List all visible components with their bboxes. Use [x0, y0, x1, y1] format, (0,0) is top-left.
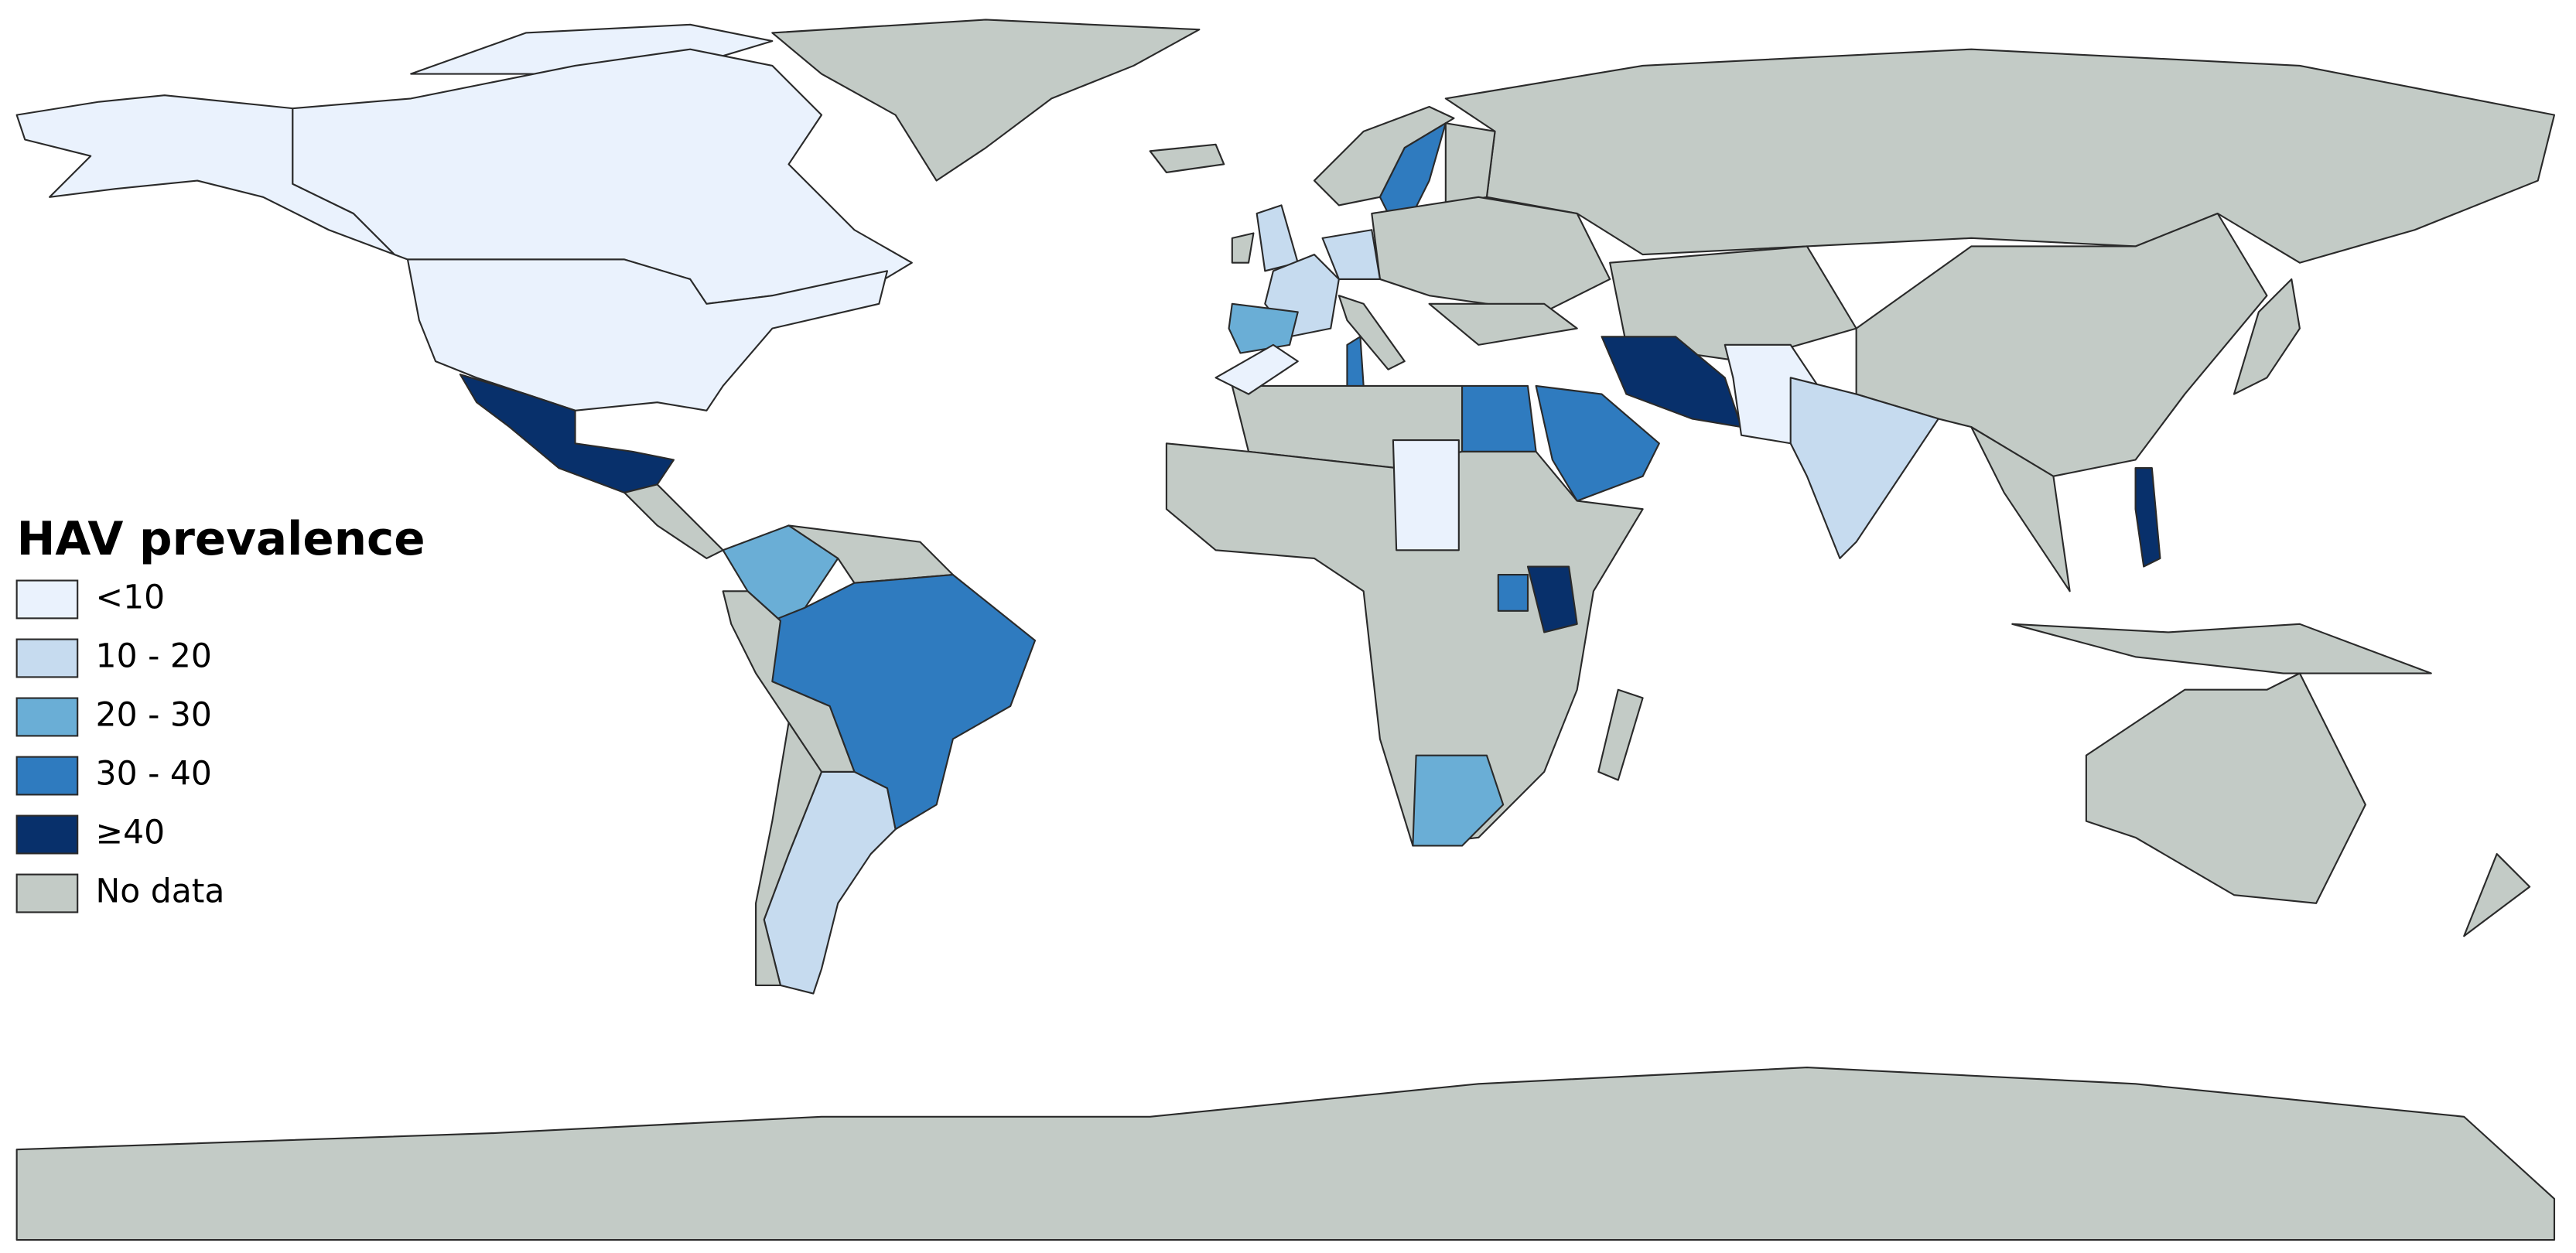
japan — [2233, 278, 2301, 395]
uganda — [1497, 574, 1529, 612]
central-asia — [1609, 245, 1857, 363]
spain — [1228, 302, 1299, 354]
australia — [2085, 672, 2366, 904]
madagascar — [1597, 688, 1644, 781]
southeast-asia — [1970, 425, 2071, 592]
philippines — [2134, 467, 2161, 568]
greenland — [771, 19, 1201, 182]
legend-label: 20 - 30 — [96, 696, 212, 734]
legend-label: <10 — [96, 579, 166, 616]
saudi-arabia — [1535, 384, 1660, 502]
legend-title: HAV prevalence — [17, 513, 425, 566]
south-africa — [1412, 754, 1505, 847]
italy — [1338, 295, 1406, 370]
legend-swatch — [15, 814, 79, 855]
legend-swatch — [15, 873, 79, 913]
central-america — [624, 483, 724, 559]
morocco — [1215, 343, 1299, 395]
antarctica — [15, 1067, 2556, 1241]
legend-label: 10 - 20 — [96, 637, 212, 675]
legend-label: ≥40 — [96, 814, 166, 852]
legend-label: 30 - 40 — [96, 755, 212, 793]
ireland — [1231, 232, 1255, 264]
legend-label: No data — [96, 873, 225, 911]
usa — [406, 258, 889, 411]
legend-swatch — [15, 579, 79, 620]
germany — [1321, 229, 1381, 281]
countries — [15, 19, 2556, 1241]
eastern-europe — [1371, 196, 1611, 313]
legend-swatch — [15, 756, 79, 796]
legend-swatch — [15, 697, 79, 737]
india — [1789, 377, 1939, 559]
chile — [755, 722, 823, 986]
egypt — [1461, 384, 1537, 452]
legend-swatch — [15, 638, 79, 678]
turkey — [1428, 302, 1578, 346]
new-zealand — [2463, 853, 2531, 937]
uk — [1256, 204, 1299, 272]
sudan — [1392, 439, 1460, 551]
russia — [1444, 48, 2556, 264]
kenya — [1526, 565, 1578, 633]
canada — [292, 48, 913, 305]
alaska — [15, 94, 396, 256]
legend: HAV prevalence <10 10 - 20 20 - 30 30 - 40 ≥… — [15, 513, 425, 913]
iceland — [1149, 143, 1225, 173]
mexico — [459, 374, 675, 494]
tunisia — [1346, 336, 1365, 388]
indonesia — [2011, 623, 2432, 674]
finland — [1444, 122, 1496, 207]
